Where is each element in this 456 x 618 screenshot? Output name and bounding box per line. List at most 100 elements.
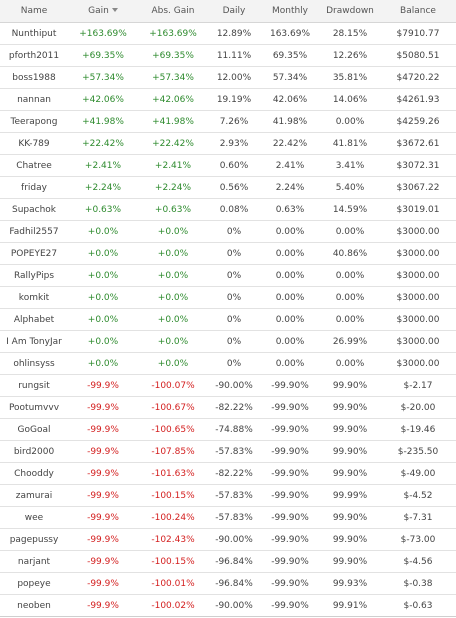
trader-name-link[interactable]: Teerapong <box>0 110 68 133</box>
table-row[interactable]: friday +2.24% +2.24% 0.56% 2.24% 5.40% $3067.2… <box>0 176 456 199</box>
table-row[interactable]: KK-789 +22.42% +22.42% 2.93% 22.42% 41.81% $36… <box>0 132 456 155</box>
balance-value: $4259.26 <box>396 116 440 127</box>
table-row[interactable]: narjant -99.9% -100.15% -96.84% -99.90% 99.90… <box>0 550 456 573</box>
drawdown-cell: 0.00% <box>320 308 380 331</box>
trader-name-link[interactable]: I Am TonyJar <box>0 330 68 353</box>
trader-name-link[interactable]: rungsit <box>0 374 68 397</box>
table-row[interactable]: GoGoal -99.9% -100.65% -74.88% -99.90% 99.90%… <box>0 418 456 441</box>
trader-name-link[interactable]: pforth2011 <box>0 44 68 67</box>
table-row[interactable]: zamurai -99.9% -100.15% -57.83% -99.90% 99.99… <box>0 484 456 507</box>
drawdown-value: 3.41% <box>335 160 365 171</box>
balance-cell: $3000.00 <box>380 264 456 287</box>
trader-name-label: POPEYE27 <box>10 248 58 259</box>
trader-name-link[interactable]: wee <box>0 506 68 529</box>
trader-name-link[interactable]: ohlinsyss <box>0 352 68 375</box>
trader-name-link[interactable]: boss1988 <box>0 66 68 89</box>
monthly-value: -99.90% <box>271 490 309 501</box>
trader-name-label: pforth2011 <box>8 50 60 61</box>
table-row[interactable]: pagepussy -99.9% -102.43% -90.00% -99.90% 99.… <box>0 528 456 551</box>
balance-value: $-0.38 <box>403 578 433 589</box>
table-row[interactable]: komkit +0.0% +0.0% 0% 0.00% 0.00% $3000.00 <box>0 286 456 309</box>
table-row[interactable]: wee -99.9% -100.24% -57.83% -99.90% 99.90% $-7… <box>0 506 456 529</box>
drawdown-value: 99.90% <box>332 534 368 545</box>
abs-gain-value: -100.67% <box>151 402 195 413</box>
table-row[interactable]: ohlinsyss +0.0% +0.0% 0% 0.00% 0.00% $3000.00 <box>0 352 456 375</box>
gain-cell: +0.0% <box>68 308 138 331</box>
column-header-name[interactable]: Name <box>0 0 68 23</box>
daily-cell: 2.93% <box>208 132 260 155</box>
balance-cell: $-49.00 <box>380 462 456 485</box>
trader-name-link[interactable]: zamurai <box>0 484 68 507</box>
trader-name-link[interactable]: bird2000 <box>0 440 68 463</box>
table-row[interactable]: pforth2011 +69.35% +69.35% 11.11% 69.35% 12.2… <box>0 44 456 67</box>
trader-name-link[interactable]: Pootumvvv <box>0 396 68 419</box>
column-header-daily[interactable]: Daily <box>208 0 260 23</box>
gain-cell: -99.9% <box>68 374 138 397</box>
sort-descending-icon <box>111 8 118 12</box>
daily-cell: -82.22% <box>208 462 260 485</box>
table-row[interactable]: Alphabet +0.0% +0.0% 0% 0.00% 0.00% $3000.00 <box>0 308 456 331</box>
trader-name-link[interactable]: Fadhil2557 <box>0 220 68 243</box>
trader-name-link[interactable]: Nunthiput <box>0 22 68 45</box>
abs-gain-value: -107.85% <box>151 446 195 457</box>
monthly-cell: 0.00% <box>260 308 320 331</box>
table-row[interactable]: Supachok +0.63% +0.63% 0.08% 0.63% 14.59% $301… <box>0 198 456 221</box>
table-row[interactable]: popeye -99.9% -100.01% -96.84% -99.90% 99.93%… <box>0 572 456 595</box>
trader-name-link[interactable]: komkit <box>0 286 68 309</box>
balance-value: $3019.01 <box>396 204 440 215</box>
daily-value: 0% <box>226 314 242 325</box>
table-row[interactable]: Chatree +2.41% +2.41% 0.60% 2.41% 3.41% $3072.… <box>0 154 456 177</box>
abs-gain-cell: -100.15% <box>138 550 208 573</box>
column-header-balance[interactable]: Balance <box>380 0 456 23</box>
balance-cell: $-0.63 <box>380 594 456 617</box>
table-row[interactable]: Nunthiput +163.69% +163.69% 12.89% 163.69% 28… <box>0 22 456 45</box>
trader-name-link[interactable]: narjant <box>0 550 68 573</box>
drawdown-cell: 99.99% <box>320 484 380 507</box>
table-row[interactable]: RallyPips +0.0% +0.0% 0% 0.00% 0.00% $3000.00 <box>0 264 456 287</box>
gain-value: -99.9% <box>87 468 119 479</box>
trader-name-link[interactable]: nannan <box>0 88 68 111</box>
trader-name-link[interactable]: GoGoal <box>0 418 68 441</box>
balance-value: $-4.56 <box>403 556 433 567</box>
table-row[interactable]: rungsit -99.9% -100.07% -90.00% -99.90% 99.90… <box>0 374 456 397</box>
column-header-drawdown[interactable]: Drawdown <box>320 0 380 23</box>
balance-cell: $-235.50 <box>380 440 456 463</box>
gain-cell: -99.9% <box>68 528 138 551</box>
trader-name-link[interactable]: neoben <box>0 594 68 617</box>
abs-gain-value: +0.0% <box>157 314 189 325</box>
monthly-cell: 69.35% <box>260 44 320 67</box>
trader-name-link[interactable]: friday <box>0 176 68 199</box>
column-header-gain[interactable]: Gain <box>68 0 138 23</box>
column-header-abs-gain[interactable]: Abs. Gain <box>138 0 208 23</box>
table-row[interactable]: POPEYE27 +0.0% +0.0% 0% 0.00% 40.86% $3000.00 <box>0 242 456 265</box>
drawdown-cell: 35.81% <box>320 66 380 89</box>
table-row[interactable]: Chooddy -99.9% -101.63% -82.22% -99.90% 99.90… <box>0 462 456 485</box>
trader-name-label: Supachok <box>11 204 56 215</box>
trader-name-link[interactable]: Supachok <box>0 198 68 221</box>
daily-cell: 0% <box>208 352 260 375</box>
table-row[interactable]: neoben -99.9% -100.02% -90.00% -99.90% 99.91%… <box>0 594 456 617</box>
table-row[interactable]: bird2000 -99.9% -107.85% -57.83% -99.90% 99.9… <box>0 440 456 463</box>
abs-gain-cell: +0.0% <box>138 242 208 265</box>
table-row[interactable]: Teerapong +41.98% +41.98% 7.26% 41.98% 0.00% $… <box>0 110 456 133</box>
trader-name-link[interactable]: pagepussy <box>0 528 68 551</box>
column-header-monthly[interactable]: Monthly <box>260 0 320 23</box>
table-row[interactable]: nannan +42.06% +42.06% 19.19% 42.06% 14.06% $4… <box>0 88 456 111</box>
balance-cell: $-4.52 <box>380 484 456 507</box>
table-row[interactable]: boss1988 +57.34% +57.34% 12.00% 57.34% 35.81%… <box>0 66 456 89</box>
gain-cell: -99.9% <box>68 594 138 617</box>
trader-name-link[interactable]: POPEYE27 <box>0 242 68 265</box>
trader-name-link[interactable]: RallyPips <box>0 264 68 287</box>
abs-gain-cell: +57.34% <box>138 66 208 89</box>
balance-cell: $-19.46 <box>380 418 456 441</box>
trader-name-link[interactable]: popeye <box>0 572 68 595</box>
trader-name-link[interactable]: Chooddy <box>0 462 68 485</box>
table-row[interactable]: Fadhil2557 +0.0% +0.0% 0% 0.00% 0.00% $3000.00 <box>0 220 456 243</box>
trader-name-link[interactable]: KK-789 <box>0 132 68 155</box>
trader-name-link[interactable]: Alphabet <box>0 308 68 331</box>
table-row[interactable]: I Am TonyJar +0.0% +0.0% 0% 0.00% 26.99% $3000… <box>0 330 456 353</box>
abs-gain-cell: +22.42% <box>138 132 208 155</box>
trader-name-link[interactable]: Chatree <box>0 154 68 177</box>
table-row[interactable]: Pootumvvv -99.9% -100.67% -82.22% -99.90% 99.… <box>0 396 456 419</box>
